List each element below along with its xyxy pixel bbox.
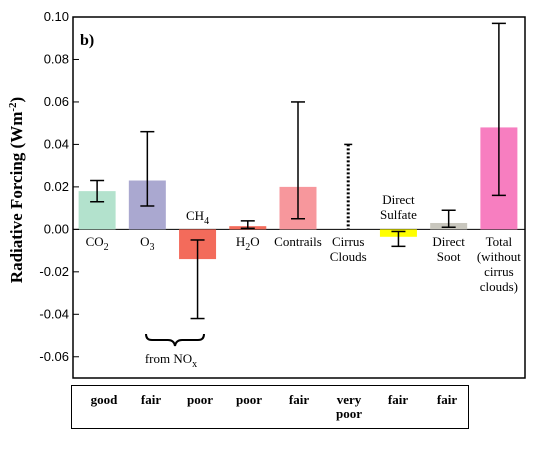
bracket [145,333,205,347]
category-label: Contrails [274,234,322,249]
category-label: H2O [236,234,260,253]
y-tick-label: -0.06 [39,349,69,364]
quality-rating: very poor [336,392,362,421]
quality-rating: poor [187,392,213,407]
y-tick-label: -0.04 [39,306,69,321]
panel-label: b) [80,32,94,49]
y-tick-label: 0.08 [44,51,69,66]
bracket-label: from NOx [145,351,197,370]
y-tick-label: 0.00 [44,221,69,236]
y-tick-label: 0.02 [44,179,69,194]
y-axis-label: Radiative Forcing (Wm-2) [7,97,26,283]
category-label: Cirrus Clouds [330,234,367,264]
quality-rating: fair [288,392,310,407]
quality-rating: fair [387,392,409,407]
category-label: Direct Sulfate [380,192,417,222]
quality-rating: poor [236,392,262,407]
category-label: CO2 [86,234,109,253]
plot-frame [72,16,526,379]
y-tick-label: 0.10 [44,9,69,24]
category-label: CH4 [186,208,209,227]
radiative-forcing-chart: 0.100.080.060.040.020.00-0.02-0.04-0.06 … [7,9,526,379]
quality-rating: good [90,392,118,407]
category-label: O3 [140,234,154,253]
y-tick-label: -0.02 [39,264,69,279]
category-label: Total (without cirrus clouds) [477,234,521,294]
y-tick-label: 0.06 [44,94,69,109]
quality-rating: fair [436,392,458,407]
category-label: Direct Soot [432,234,465,264]
quality-rating: fair [140,392,162,407]
quality-rating-box: good fair poor poor fair very poor fair fair [71,385,469,429]
y-tick-label: 0.04 [44,136,69,151]
